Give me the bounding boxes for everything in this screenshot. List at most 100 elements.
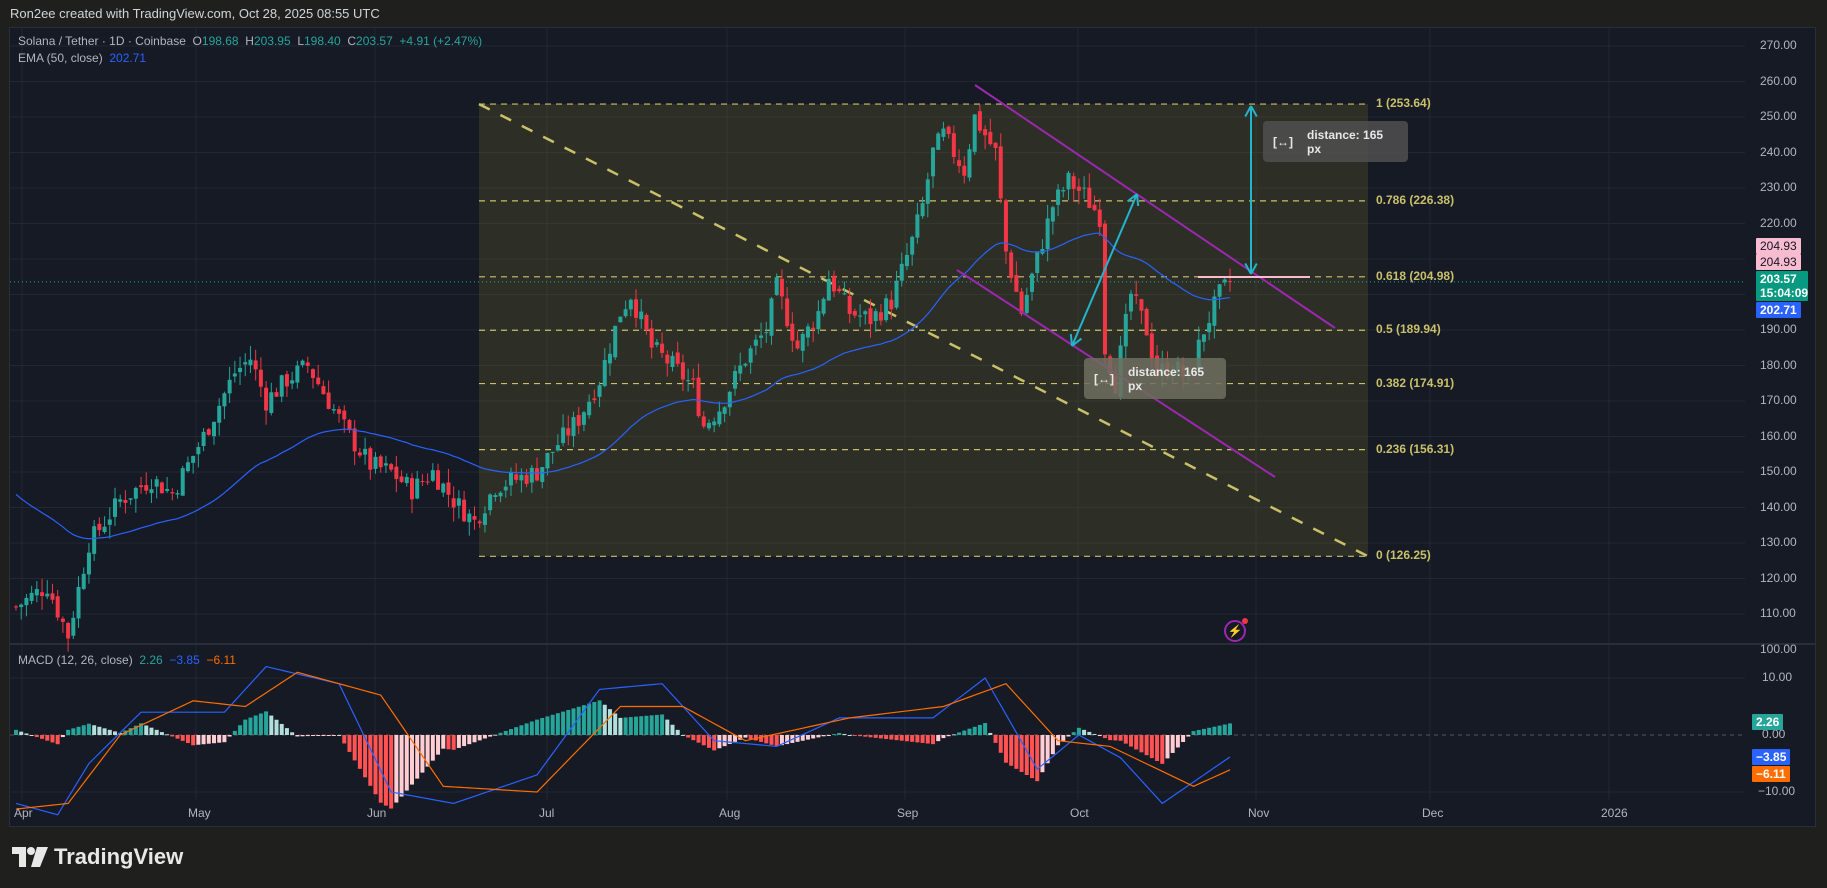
candle-body [852,310,857,316]
macd-histogram-bar [868,735,873,738]
macd-histogram-bar [378,735,383,803]
candle-body [873,311,878,322]
macd-histogram-bar [248,717,253,735]
candle-body [660,343,665,353]
measure-arrow-vertical-head [1244,262,1252,275]
macd-histogram-bar [154,729,159,735]
candle-body [566,428,571,436]
candle-body [50,593,55,600]
macd-histogram-bar [967,728,972,735]
macd-histogram-bar [764,735,769,744]
candle-body [701,416,706,427]
macd-histogram-bar [576,706,581,735]
macd-histogram-bar [295,735,300,737]
candle-body [670,355,675,367]
macd-histogram-bar [118,732,123,735]
tradingview-logo[interactable]: TradingView [12,844,183,870]
candle-body [727,391,732,408]
macd-histogram-bar [149,727,154,735]
candle-body [1056,189,1061,205]
macd-histogram-bar [592,701,597,735]
macd-histogram-bar [14,729,18,735]
candle-body [1082,187,1087,189]
candle-body [243,362,248,365]
candle-body [191,455,196,463]
ema-value: 202.71 [109,51,147,65]
macd-histogram-bar [1217,725,1222,735]
macd-histogram-bar [300,735,305,737]
candle-body [696,377,701,417]
candle-body [66,622,71,639]
channel-upper-line [974,84,1336,329]
candle-body [644,315,649,331]
candle-body [149,489,154,494]
macd-histogram-bar [759,735,764,742]
candle-body [1009,252,1014,278]
candle-body [482,513,487,525]
chart-frame[interactable] [9,27,1816,827]
macd-legend[interactable]: MACD (12, 26, close) 2.26 −3.85 −6.11 [18,653,236,667]
macd-histogram-bar [326,735,331,736]
attribution: Ron2ee created with TradingView.com, Oct… [10,6,380,21]
candle-body [175,493,180,495]
candle-body [19,604,24,608]
macd-histogram-bar [962,730,967,735]
candle-body [1076,186,1081,191]
measure-arrow-diagonal-head [1126,193,1138,203]
candle-body [936,133,941,150]
candle-body [665,354,670,364]
candle-body [602,359,607,386]
candle-body [800,333,805,351]
macd-histogram-bar [107,729,112,735]
macd-histogram-bar [889,735,894,740]
price-axis-label: 100.00 [1760,641,1797,656]
macd-histogram-bar [55,735,60,745]
macd-histogram-bar [180,735,185,741]
fib-level-label: 0.786 (226.38) [1376,192,1455,207]
macd-histogram-bar [404,735,409,791]
candle-body [639,311,644,320]
macd-histogram-bar [1082,729,1087,735]
time-axis-label: May [188,806,211,820]
candle-body [1144,308,1149,336]
macd-histogram-bar [977,724,982,735]
candle-body [832,275,837,292]
macd-histogram-bar [436,735,441,755]
macd-histogram-bar [81,725,86,735]
candle-body [618,316,623,323]
symbol-name[interactable]: Solana / Tether · 1D · Coinbase [18,34,186,48]
time-axis-label: Apr [14,806,33,820]
macd-histogram-bar [670,724,675,735]
ema-legend[interactable]: EMA (50, close) 202.71 [18,51,146,65]
time-axis-label: Aug [719,806,741,820]
candle-body [290,380,295,384]
macd-histogram-bar [722,735,727,747]
macd-histogram-bar [675,729,680,735]
macd-histogram-bar [258,713,263,735]
macd-histogram-bar [86,723,91,735]
macd-histogram-bar [1123,735,1128,744]
macd-histogram-bar [451,735,456,750]
macd-histogram-bar [321,735,326,736]
candle-body [102,526,107,532]
close-value: 203.57 [356,34,393,48]
macd-histogram-bar [34,735,39,738]
candle-body [962,165,967,176]
candle-body [133,487,138,499]
lightning-alert-icon[interactable]: ⚡ [1224,618,1248,642]
candle-body [128,498,133,500]
macd-histogram-bar [597,700,602,735]
macd-histogram-bar [894,735,899,741]
price-axis-label: 190.00 [1760,322,1797,336]
macd-axis-label: 10.00 [1762,670,1793,684]
candle-body [170,492,175,494]
macd-histogram-bar [243,719,248,735]
candle-body [774,277,779,296]
measure-arrow-vertical-head [1244,105,1252,118]
macd-histogram-bar [1207,727,1212,735]
price-axis-label: 270.00 [1760,38,1797,52]
candle-body [535,468,540,481]
macd-histogram-bar [566,709,571,735]
macd-histogram-bar [832,734,837,736]
